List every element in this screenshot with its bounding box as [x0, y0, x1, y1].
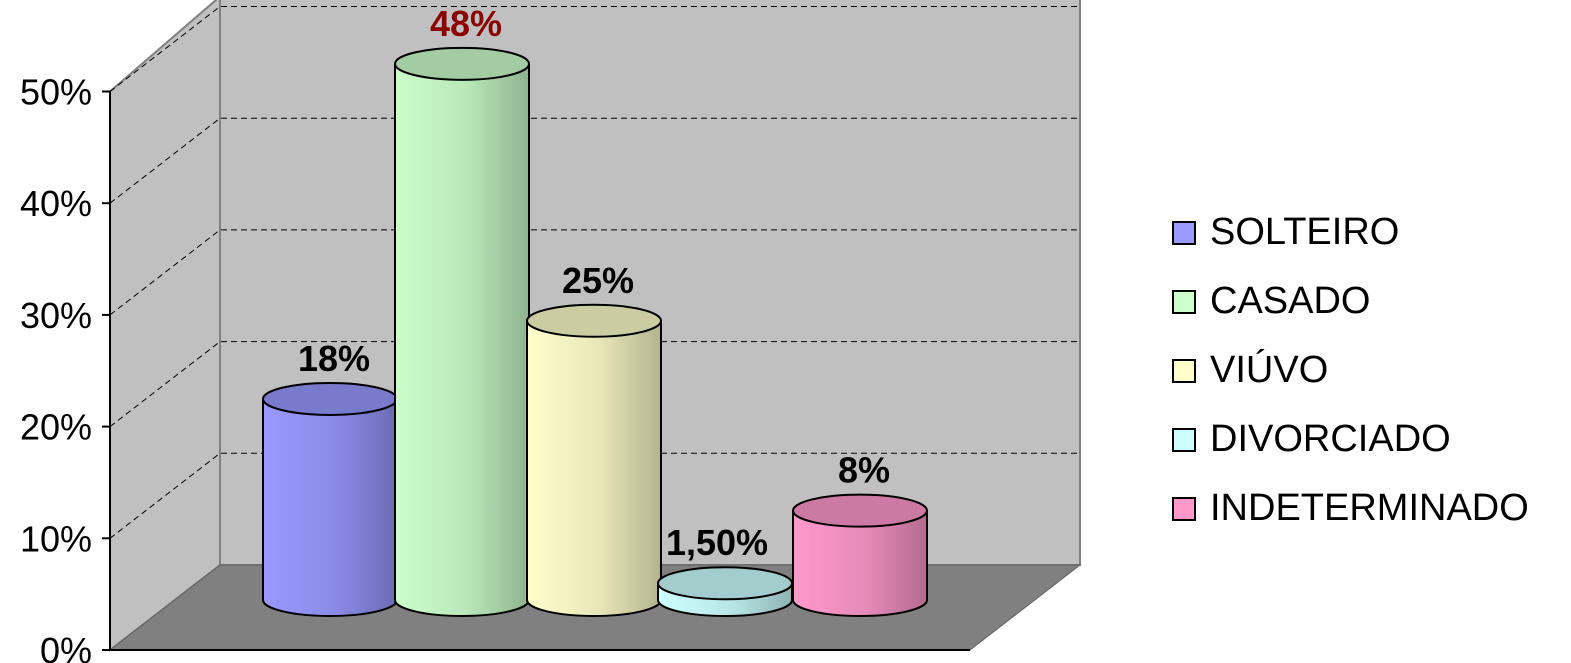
gridline: [109, 117, 1080, 204]
gridline: [109, 229, 1080, 316]
gridlines: [109, 6, 1080, 539]
data-label: 8%: [838, 450, 890, 491]
gridline: [109, 452, 1080, 539]
legend-swatch: [1172, 359, 1196, 383]
y-tick-label: 0%: [40, 630, 92, 663]
legend-item: DIVORCIADO: [1172, 418, 1451, 460]
legend-label: CASADO: [1210, 280, 1370, 322]
bar-cap: [394, 46, 530, 81]
legend-swatch: [1172, 428, 1196, 452]
legend-swatch: [1172, 221, 1196, 245]
y-tick-label: 10%: [20, 518, 92, 559]
bar-solteiro: [262, 381, 398, 617]
bar-body: [394, 62, 530, 617]
y-tick-label: 40%: [20, 183, 92, 224]
bar-body: [792, 509, 928, 617]
bar-body: [526, 319, 662, 617]
bar-viúvo: [526, 303, 662, 617]
legend-label: DIVORCIADO: [1210, 418, 1451, 460]
legend-item: INDETERMINADO: [1172, 487, 1529, 529]
y-axis: 0% 10% 20% 30% 40% 50%: [20, 72, 110, 663]
legend-item: VIÚVO: [1172, 348, 1328, 391]
bar-indeterminado: [792, 493, 928, 617]
legend-item: SOLTEIRO: [1172, 211, 1399, 253]
y-tick-label: 20%: [20, 407, 92, 448]
bar-body: [262, 397, 398, 617]
gridline: [109, 341, 1080, 427]
legend-swatch: [1172, 290, 1196, 314]
data-label: 1,50%: [666, 522, 768, 563]
bar-cap: [526, 303, 662, 338]
y-tick-label: 50%: [20, 72, 92, 113]
y-tick-label: 30%: [20, 295, 92, 336]
legend-swatch: [1172, 497, 1196, 521]
data-label: 48%: [430, 3, 502, 44]
bars: [262, 46, 928, 617]
gridline: [109, 6, 1080, 92]
legend-item: CASADO: [1172, 280, 1370, 322]
bar-casado: [394, 46, 530, 617]
data-label: 25%: [562, 260, 634, 301]
bar-cap: [792, 493, 928, 528]
legend-label: VIÚVO: [1210, 348, 1328, 391]
bar-divorciado: [657, 566, 793, 617]
data-label: 18%: [298, 338, 370, 379]
legend-label: INDETERMINADO: [1210, 487, 1529, 529]
data-labels: 18% 48% 25% 1,50% 8%: [298, 3, 890, 563]
bar-cap: [657, 566, 793, 601]
bar-cap: [262, 381, 398, 416]
legend-label: SOLTEIRO: [1210, 211, 1399, 253]
side-wall: [109, 0, 221, 653]
legend: SOLTEIRO CASADO VIÚVO DIVORCIADO INDETERMINA…: [1172, 211, 1529, 529]
